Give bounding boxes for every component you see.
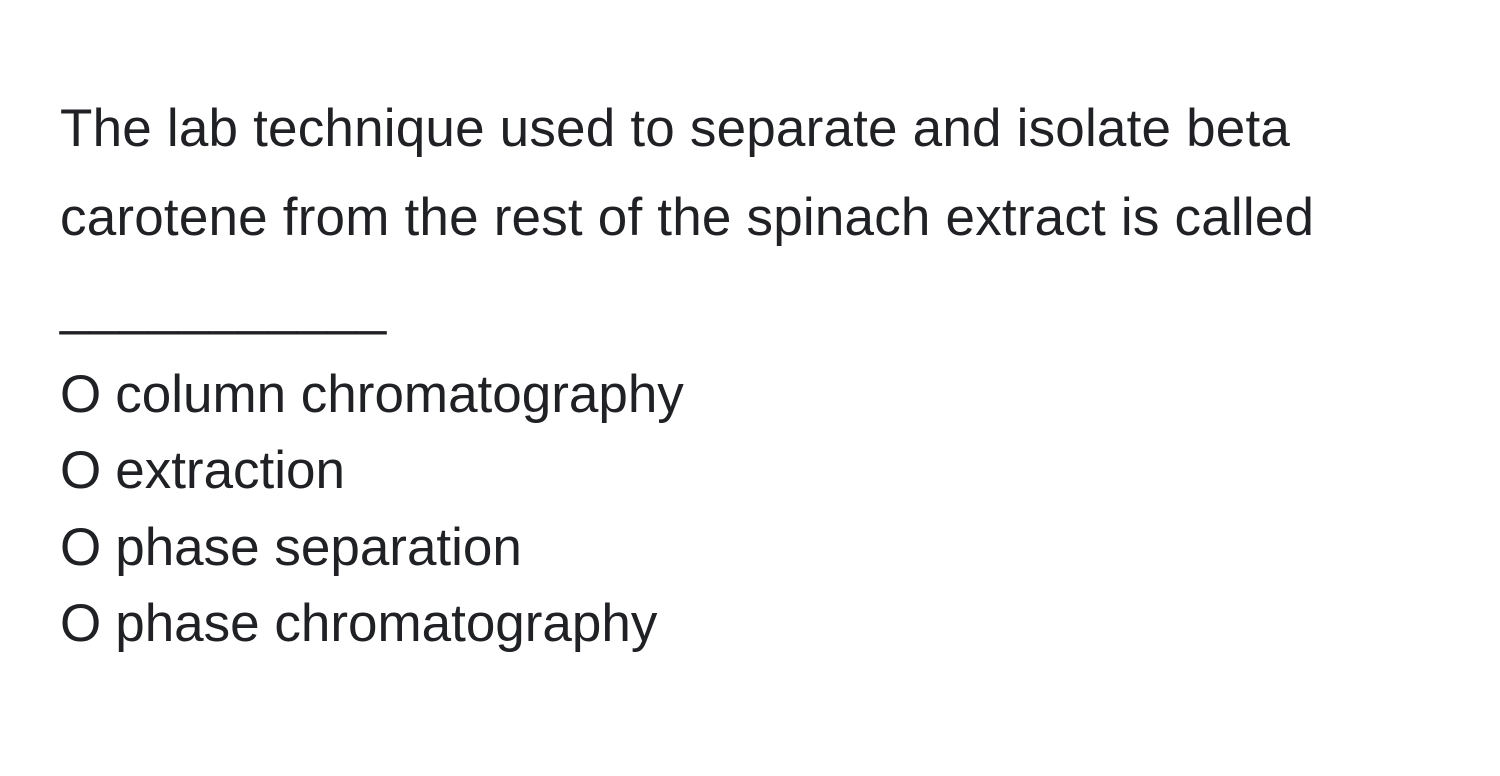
option-label: column chromatography xyxy=(115,357,684,433)
option-label: phase chromatography xyxy=(115,586,657,662)
circle-icon: O xyxy=(60,586,101,662)
circle-icon: O xyxy=(60,357,101,433)
option-row[interactable]: O phase chromatography xyxy=(60,586,1440,662)
option-row[interactable]: O phase separation xyxy=(60,510,1440,586)
option-row[interactable]: O extraction xyxy=(60,433,1440,509)
option-label: extraction xyxy=(115,433,345,509)
options-list: O column chromatography O extraction O p… xyxy=(60,357,1440,662)
question-stem: The lab technique used to separate and i… xyxy=(60,84,1440,351)
circle-icon: O xyxy=(60,510,101,586)
circle-icon: O xyxy=(60,433,101,509)
question-block: The lab technique used to separate and i… xyxy=(0,0,1500,662)
option-row[interactable]: O column chromatography xyxy=(60,357,1440,433)
option-label: phase separation xyxy=(115,510,522,586)
